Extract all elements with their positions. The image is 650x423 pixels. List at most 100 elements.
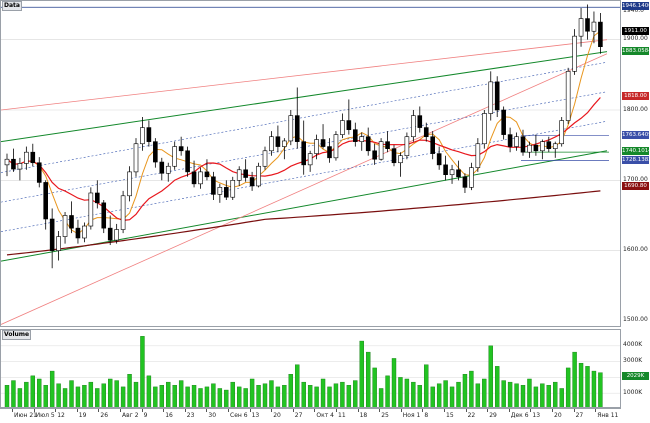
volume-bar [404, 378, 410, 407]
candle-body [462, 176, 468, 188]
date-tick-label: 13 [532, 412, 541, 419]
price-chart-svg[interactable] [1, 1, 621, 327]
candle-body [423, 127, 429, 138]
candle-body [391, 148, 397, 164]
candle-body [56, 236, 61, 251]
candle-body [378, 141, 384, 160]
volume-bar [598, 372, 603, 407]
date-tick-mark [120, 409, 121, 412]
candle-body [185, 150, 190, 173]
volume-bar [140, 336, 145, 407]
date-tick-label: Дек 6 [510, 412, 529, 419]
price-tick-label: 1600.00 [623, 246, 648, 254]
candle-body [17, 163, 23, 170]
date-tick-mark [12, 409, 13, 412]
date-tick-mark [55, 409, 57, 412]
candle-body [262, 150, 268, 167]
volume-bar [11, 380, 16, 407]
date-tick-label: 22 [467, 412, 476, 419]
price-pane[interactable]: Data [0, 0, 621, 327]
candle-body [591, 21, 597, 32]
volume-bar [488, 345, 493, 407]
price-axis[interactable]: 1940.0 1900.00 1800.00 1700.00 1600.00 1500.0… [621, 0, 650, 327]
candle-body [314, 139, 319, 154]
volume-bar [49, 370, 55, 407]
volume-bar [172, 385, 177, 407]
volume-bar [127, 374, 132, 407]
date-tick-mark [184, 409, 186, 412]
date-tick-mark [292, 409, 294, 412]
date-tick-label: Окт 4 [316, 412, 334, 419]
volume-bar [462, 374, 468, 407]
volume-chart-svg[interactable] [1, 330, 621, 408]
volume-pane[interactable]: Volume [0, 329, 621, 408]
volume-bar [37, 378, 42, 407]
volume-bar [443, 380, 448, 407]
volume-bar [540, 383, 545, 407]
volume-bar [314, 386, 319, 407]
candle-body [95, 192, 100, 204]
volume-bar [553, 381, 558, 407]
date-tick-mark [206, 409, 208, 412]
volume-bar [114, 380, 119, 407]
candle-body [372, 150, 377, 160]
price-tick-label: 1700.00 [623, 175, 648, 183]
volume-tick-label: 4000K [623, 341, 643, 349]
volume-bar [340, 381, 345, 407]
volume-bar [43, 385, 48, 407]
date-tick-label: 20 [554, 412, 562, 419]
candle-body [30, 151, 36, 164]
volume-axis[interactable]: 4000K3000K2000K1000K2029K [621, 329, 650, 408]
volume-bar [159, 385, 165, 407]
date-tick-label: 27 [294, 412, 303, 419]
volume-bar [301, 381, 306, 407]
date-tick-label: 8 [424, 412, 429, 419]
candle-body [565, 71, 571, 121]
candle-body [275, 136, 281, 147]
date-tick-mark [271, 409, 273, 412]
volume-bar [295, 364, 300, 407]
date-tick-label: Сен 6 [230, 412, 248, 419]
candle-body [133, 143, 139, 173]
candle-body [527, 144, 532, 153]
volume-bar [30, 375, 35, 407]
volume-bar [578, 362, 584, 407]
volume-bar [495, 366, 500, 407]
candle-body [501, 109, 506, 135]
date-tick-mark [141, 409, 143, 412]
candle-body [120, 195, 126, 230]
date-axis[interactable]: Июн 21 Июл 5 12 19 26 Авг 2 9 16 23 30 Сен 6 13 20 27… [0, 408, 621, 423]
volume-bar [75, 386, 81, 407]
volume-bar [546, 385, 551, 407]
date-tick-mark [465, 409, 467, 412]
volume-bar [107, 378, 113, 407]
date-tick-mark [444, 409, 445, 412]
date-tick-mark [314, 409, 316, 412]
volume-bar [120, 386, 126, 407]
volume-bar [4, 385, 10, 407]
candle-body [346, 120, 352, 130]
volume-bar [211, 383, 216, 407]
candle-body [443, 164, 448, 175]
candle-body [294, 115, 300, 142]
candle-body [578, 18, 584, 37]
date-tick-mark [98, 409, 100, 412]
candle-body [4, 158, 10, 166]
volume-bar [288, 374, 293, 407]
date-tick-label: Янв 11 [597, 412, 619, 419]
date-tick-label: 25 [381, 412, 389, 419]
volume-bar [82, 385, 87, 407]
volume-bar [591, 370, 597, 407]
candle-body [249, 177, 255, 187]
price-tick-label: 1500.00 [623, 316, 648, 324]
candle-body [481, 113, 487, 145]
date-tick-mark [573, 409, 575, 412]
candle-body [359, 136, 365, 142]
candle-body [204, 171, 210, 178]
volume-bar [346, 385, 352, 407]
candle-body [198, 171, 203, 185]
candle-body [114, 229, 119, 241]
volume-bar [366, 351, 371, 407]
ma-slow-line [6, 190, 601, 256]
price-marker: 1740.1014 [622, 147, 650, 156]
